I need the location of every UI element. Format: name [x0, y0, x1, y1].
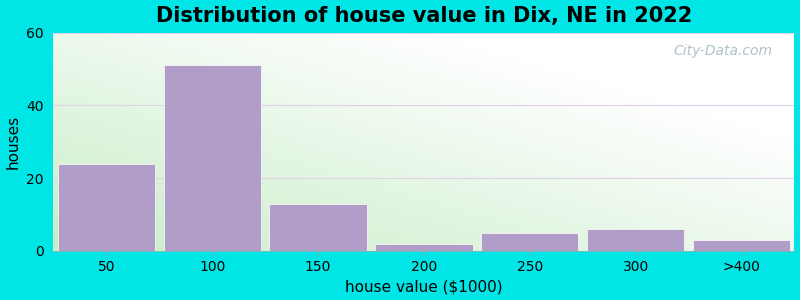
Bar [163, 65, 261, 251]
Bar [693, 240, 790, 251]
Bar [481, 233, 578, 251]
Text: City-Data.com: City-Data.com [674, 44, 772, 58]
X-axis label: house value ($1000): house value ($1000) [345, 279, 502, 294]
Bar [270, 204, 366, 251]
Bar [587, 229, 684, 251]
Y-axis label: houses: houses [6, 115, 21, 169]
Bar [58, 164, 155, 251]
Bar [375, 244, 473, 251]
Title: Distribution of house value in Dix, NE in 2022: Distribution of house value in Dix, NE i… [156, 6, 692, 26]
